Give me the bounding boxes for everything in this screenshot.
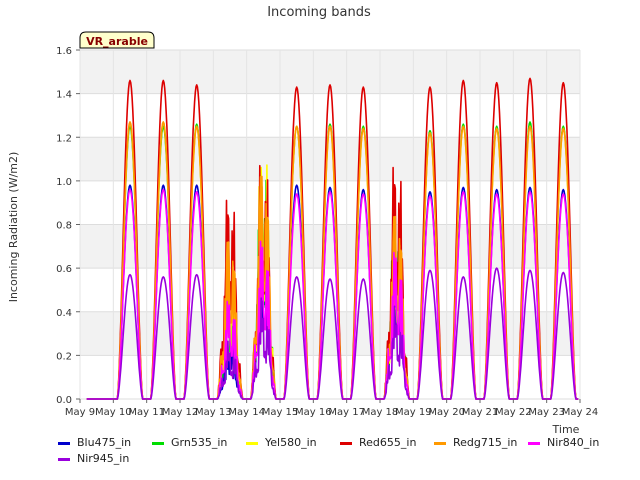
plot-band: [80, 93, 580, 138]
x-axis-label: Time: [552, 423, 580, 436]
y-tick-label: 0.4: [56, 308, 72, 319]
legend-swatch: [246, 441, 258, 445]
x-tick-label: May 17: [328, 407, 365, 418]
x-tick-label: May 22: [495, 407, 532, 418]
y-tick-label: 0.2: [56, 351, 72, 362]
y-tick-label: 0.0: [56, 395, 72, 406]
legend-swatch: [340, 441, 352, 445]
plot-band: [80, 355, 580, 399]
y-tick-label: 1.0: [56, 177, 72, 188]
x-tick-label: May 18: [362, 407, 399, 418]
x-tick-label: May 21: [462, 407, 499, 418]
x-tick-label: May 13: [195, 407, 232, 418]
y-axis-label: Incoming Radiation (W/m2): [7, 152, 20, 303]
plot-band: [80, 224, 580, 269]
legend-swatch: [58, 457, 70, 461]
legend-swatch: [434, 441, 446, 445]
legend: Blu475_in Grn535_in Yel580_in Red655_in Redg…: [58, 436, 628, 468]
y-tick-label: 1.4: [56, 90, 72, 101]
legend-swatch: [528, 441, 540, 445]
legend-label: Grn535_in: [171, 436, 228, 449]
legend-item: Blu475_in: [58, 436, 152, 449]
legend-label: Redg715_in: [453, 436, 518, 449]
legend-item: Grn535_in: [152, 436, 246, 449]
plot-band: [80, 268, 580, 312]
legend-item: Redg715_in: [434, 436, 528, 449]
legend-label: Nir945_in: [77, 452, 130, 465]
x-tick-label: May 14: [228, 407, 265, 418]
y-tick-label: 0.6: [56, 264, 72, 275]
legend-swatch: [152, 441, 164, 445]
x-tick-label: May 19: [395, 407, 432, 418]
legend-item: Nir840_in: [528, 436, 622, 449]
grid-lines: [79, 49, 581, 400]
plot-band: [80, 311, 580, 356]
y-axis: 0.0 0.2 0.4 0.6 0.8 1.0 1.2 1.4 1.6: [56, 46, 80, 406]
legend-label: Yel580_in: [265, 436, 317, 449]
y-tick-label: 0.8: [56, 221, 72, 232]
legend-item: Red655_in: [340, 436, 434, 449]
legend-item: Yel580_in: [246, 436, 340, 449]
x-tick-label: May 9: [65, 407, 95, 418]
plot-band: [80, 137, 580, 181]
y-tick-label: 1.6: [56, 46, 72, 57]
x-tick-label: May 24: [562, 407, 599, 418]
x-tick-label: May 10: [95, 407, 132, 418]
series-lines: [86, 77, 579, 400]
badge-label: VR_arable: [86, 35, 148, 48]
series-line-nir945_in: [86, 267, 579, 400]
chart-title: Incoming bands: [267, 5, 371, 20]
x-tick-label: May 15: [262, 407, 299, 418]
legend-swatch: [58, 441, 70, 445]
legend-label: Blu475_in: [77, 436, 132, 449]
x-tick-label: May 23: [528, 407, 565, 418]
legend-label: Red655_in: [359, 436, 417, 449]
vr-arable-badge: VR_arable: [79, 31, 155, 49]
legend-label: Nir840_in: [547, 436, 600, 449]
x-tick-label: May 11: [128, 407, 165, 418]
x-tick-label: May 16: [295, 407, 332, 418]
legend-item: Nir945_in: [58, 452, 152, 465]
x-tick-label: May 20: [428, 407, 465, 418]
x-tick-label: May 12: [162, 407, 199, 418]
y-tick-label: 1.2: [56, 133, 72, 144]
